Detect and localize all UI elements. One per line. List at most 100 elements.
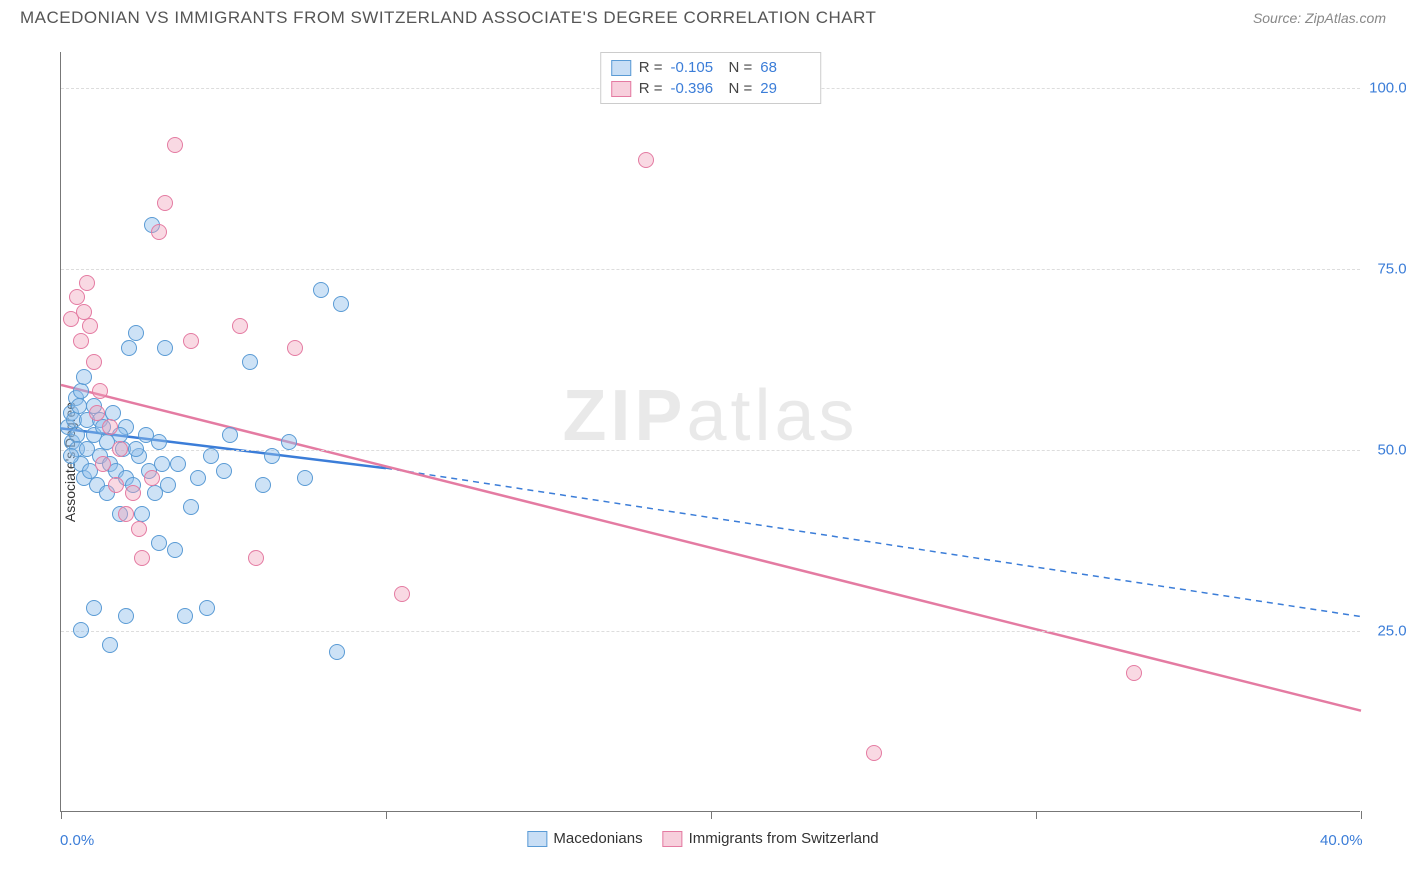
legend-stat-row: R = -0.105 N = 68	[611, 57, 811, 78]
scatter-point	[248, 550, 264, 566]
legend-stat-row: R = -0.396 N = 29	[611, 78, 811, 99]
legend-swatch	[611, 60, 631, 76]
scatter-point	[281, 434, 297, 450]
plot-area: ZIPatlas R =-0.105N =68R =-0.396N =29 25…	[60, 52, 1360, 812]
scatter-point	[82, 318, 98, 334]
scatter-point	[144, 470, 160, 486]
scatter-point	[73, 333, 89, 349]
n-value: 29	[760, 80, 810, 97]
scatter-point	[79, 275, 95, 291]
watermark: ZIPatlas	[562, 375, 858, 457]
legend-swatch	[611, 81, 631, 97]
scatter-point	[92, 383, 108, 399]
scatter-point	[71, 398, 87, 414]
y-tick-label: 50.0%	[1377, 442, 1406, 459]
scatter-point	[121, 340, 137, 356]
scatter-point	[333, 296, 349, 312]
scatter-point	[86, 600, 102, 616]
scatter-point	[73, 383, 89, 399]
scatter-point	[108, 477, 124, 493]
regression-lines	[61, 52, 1361, 812]
scatter-point	[222, 427, 238, 443]
legend-series: Macedonians Immigrants from Switzerland	[527, 830, 878, 847]
y-tick-label: 75.0%	[1377, 261, 1406, 278]
scatter-point	[287, 340, 303, 356]
scatter-point	[112, 441, 128, 457]
r-value: -0.396	[671, 80, 721, 97]
x-axis-max-label: 40.0%	[1320, 832, 1363, 849]
scatter-point	[183, 499, 199, 515]
legend-series-item: Immigrants from Switzerland	[663, 830, 879, 847]
scatter-point	[255, 477, 271, 493]
scatter-point	[1126, 665, 1142, 681]
gridline	[61, 450, 1360, 451]
x-tick	[1036, 811, 1037, 819]
scatter-point	[128, 325, 144, 341]
scatter-point	[167, 542, 183, 558]
y-tick-label: 25.0%	[1377, 623, 1406, 640]
n-label: N =	[729, 59, 753, 76]
x-tick	[1361, 811, 1362, 819]
scatter-point	[86, 354, 102, 370]
scatter-point	[125, 485, 141, 501]
x-tick	[61, 811, 62, 819]
scatter-point	[131, 521, 147, 537]
scatter-point	[151, 434, 167, 450]
legend-swatch	[527, 831, 547, 847]
scatter-point	[183, 333, 199, 349]
n-value: 68	[760, 59, 810, 76]
r-label: R =	[639, 80, 663, 97]
scatter-point	[199, 600, 215, 616]
scatter-point	[118, 506, 134, 522]
scatter-point	[63, 448, 79, 464]
scatter-point	[118, 608, 134, 624]
x-tick	[386, 811, 387, 819]
scatter-point	[154, 456, 170, 472]
scatter-point	[167, 137, 183, 153]
scatter-point	[134, 550, 150, 566]
scatter-point	[190, 470, 206, 486]
scatter-point	[105, 405, 121, 421]
r-label: R =	[639, 59, 663, 76]
y-tick-label: 100.0%	[1369, 80, 1406, 97]
scatter-point	[73, 622, 89, 638]
scatter-point	[157, 195, 173, 211]
scatter-point	[638, 152, 654, 168]
scatter-point	[170, 456, 186, 472]
source-label: Source: ZipAtlas.com	[1253, 10, 1386, 26]
scatter-point	[95, 456, 111, 472]
chart-container: Associate's Degree ZIPatlas R =-0.105N =…	[20, 42, 1386, 882]
gridline	[61, 631, 1360, 632]
scatter-point	[313, 282, 329, 298]
scatter-point	[89, 405, 105, 421]
legend-series-label: Immigrants from Switzerland	[689, 830, 879, 847]
scatter-point	[297, 470, 313, 486]
scatter-point	[232, 318, 248, 334]
scatter-point	[203, 448, 219, 464]
legend-swatch	[663, 831, 683, 847]
scatter-point	[866, 745, 882, 761]
legend-series-item: Macedonians	[527, 830, 642, 847]
scatter-point	[76, 369, 92, 385]
legend-series-label: Macedonians	[553, 830, 642, 847]
scatter-point	[177, 608, 193, 624]
r-value: -0.105	[671, 59, 721, 76]
scatter-point	[102, 637, 118, 653]
scatter-point	[242, 354, 258, 370]
legend-stats: R = -0.105 N = 68 R = -0.396 N = 29	[600, 52, 822, 104]
chart-title: MACEDONIAN VS IMMIGRANTS FROM SWITZERLAN…	[20, 8, 876, 28]
scatter-point	[329, 644, 345, 660]
scatter-point	[102, 419, 118, 435]
gridline	[61, 269, 1360, 270]
n-label: N =	[729, 80, 753, 97]
scatter-point	[128, 441, 144, 457]
x-tick	[711, 811, 712, 819]
scatter-point	[216, 463, 232, 479]
scatter-point	[264, 448, 280, 464]
scatter-point	[394, 586, 410, 602]
scatter-point	[157, 340, 173, 356]
scatter-point	[151, 535, 167, 551]
scatter-point	[160, 477, 176, 493]
scatter-point	[151, 224, 167, 240]
x-axis-min-label: 0.0%	[60, 832, 94, 849]
